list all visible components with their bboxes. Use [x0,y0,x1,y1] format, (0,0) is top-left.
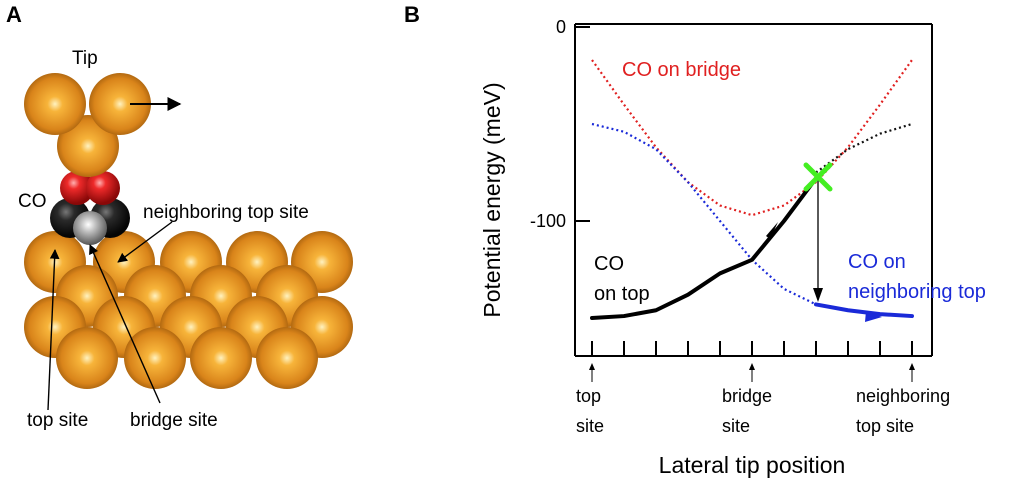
x-label-neighboring-top-site-line1: neighboring [856,386,950,406]
cu-atom [56,327,118,389]
tip-atom [57,115,119,177]
x-label-bridge-site-line2: site [722,416,750,436]
y-tick-label-minus-100: -100 [530,211,566,231]
site-markers [589,363,915,382]
y-axis-label: Potential energy (meV) [479,82,505,317]
curve-path-2 [815,122,913,174]
x-label-top-site-line1: top [576,386,601,406]
x-label-neighboring-top-site-line2: top site [856,416,914,436]
panel-a: A [6,2,353,431]
jump-arrow-head [813,288,823,302]
bridge-site-marker-head [749,363,755,370]
top-site-label: top site [27,410,88,431]
y-ticks: 0 -100 [530,17,590,231]
black-path-direction-arrow [766,222,778,239]
top-site-pointer-arrow [47,249,60,411]
co-molecule [50,171,130,245]
x-ticks [591,341,913,356]
neighboring-top-site-marker-head [909,363,915,370]
y-tick-label-0: 0 [556,17,566,37]
tip-atom [24,73,86,135]
neighboring-top-site-pointer-arrow [117,221,173,263]
x-axis-label: Lateral tip position [659,452,846,478]
crossing-marker-icon [803,162,833,192]
panel-a-letter: A [6,2,22,27]
top-site-marker-head [589,363,595,370]
curve-path-3 [590,176,818,320]
panel-b-letter: B [404,2,420,27]
bridge-site-pointer-arrow [89,244,161,404]
surface-front-row [56,327,318,389]
curves [590,59,914,320]
curve-co-on-bridge [591,59,913,217]
stm-tip [24,73,151,177]
x-label-bridge-site-line1: bridge [722,386,772,406]
co-label: CO [18,191,47,212]
oxygen-atom [86,171,120,205]
co-on-top-label-line2: on top [594,283,650,305]
blue-path-direction-arrow [865,311,882,322]
oxygen-atom [60,171,94,205]
cu-atom [256,327,318,389]
co-on-bridge-label: CO on bridge [622,59,741,81]
carbon-atom [73,211,107,245]
plot-frame [574,23,933,357]
co-on-neighboring-top-label-line1: CO on [848,251,906,273]
co-on-neighboring-top-label-line2: neighboring top [848,281,986,303]
curve-path-4 [814,302,914,319]
cu-atom [190,327,252,389]
tip-label: Tip [72,48,98,69]
cu-atom [124,327,186,389]
neighboring-top-site-label: neighboring top site [143,202,309,223]
x-label-top-site-line2: site [576,416,604,436]
bridge-site-label: bridge site [130,410,218,431]
crossing-stroke [803,162,833,192]
tip-atom [89,73,151,135]
panel-b: B Potential energy (meV) 0 -100 [404,2,986,478]
co-on-top-label-line1: CO [594,253,624,275]
